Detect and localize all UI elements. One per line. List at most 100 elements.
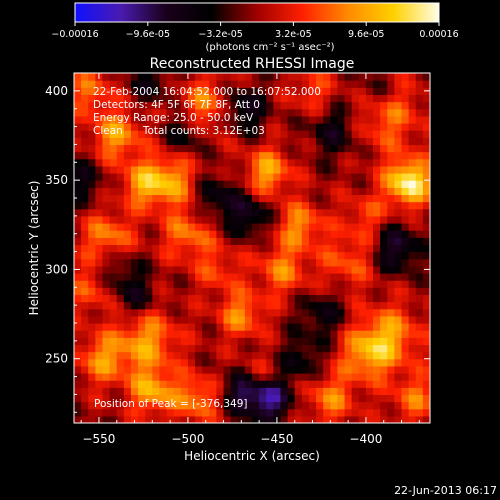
heatmap-cell (337, 265, 346, 274)
heatmap-cell (173, 151, 182, 160)
heatmap-cell (95, 151, 104, 160)
heatmap-cell (316, 258, 324, 267)
heatmap-cell (280, 415, 289, 423)
heatmap-cell (380, 408, 388, 417)
heatmap-cell (180, 237, 189, 246)
heatmap-cell (88, 108, 96, 117)
heatmap-cell (173, 330, 182, 338)
heatmap-cell (187, 287, 196, 296)
heatmap-cell (408, 187, 417, 196)
heatmap-cell (152, 323, 161, 331)
heatmap-cell (408, 208, 417, 217)
heatmap-cell (316, 394, 324, 403)
heatmap-cell (415, 115, 424, 124)
heatmap-cell (230, 208, 239, 217)
heatmap-cell (280, 358, 289, 367)
heatmap-cell (287, 158, 296, 167)
heatmap-cell (166, 101, 175, 110)
heatmap-cell (280, 387, 289, 396)
heatmap-cell (159, 344, 168, 353)
heatmap-cell (223, 344, 232, 353)
heatmap-cell (195, 273, 203, 281)
heatmap-cell (145, 301, 153, 310)
heatmap-cell (365, 251, 374, 260)
heatmap-cell (145, 151, 153, 160)
heatmap-cell (81, 330, 89, 338)
heatmap-cell (166, 180, 175, 188)
heatmap-cell (152, 301, 161, 310)
heatmap-cell (180, 380, 189, 388)
heatmap-cell (351, 380, 360, 388)
heatmap-cell (88, 273, 96, 281)
heatmap-cell (237, 387, 246, 396)
heatmap-cell (138, 344, 146, 353)
heatmap-cell (202, 201, 210, 210)
heatmap-cell (109, 415, 118, 423)
heatmap-cell (74, 130, 82, 138)
heatmap-cell (351, 308, 360, 317)
heatmap-cell (202, 344, 210, 353)
heatmap-cell (230, 108, 239, 117)
heatmap-cell (358, 251, 367, 260)
heatmap-cell (138, 223, 146, 231)
heatmap-cell (187, 237, 196, 246)
heatmap-cell (152, 80, 161, 88)
heatmap-cell (280, 223, 289, 231)
heatmap-cell (316, 344, 324, 353)
heatmap-cell (95, 108, 104, 117)
heatmap-cell (81, 294, 89, 303)
heatmap-cell (130, 80, 139, 88)
heatmap-cell (373, 237, 381, 246)
heatmap-cell (344, 323, 353, 331)
heatmap-cell (230, 187, 239, 196)
heatmap-cell (308, 237, 317, 246)
heatmap-cell (316, 287, 324, 296)
heatmap-cell (401, 230, 410, 238)
heatmap-cell (159, 394, 168, 403)
heatmap-cell (330, 194, 339, 203)
heatmap-cell (195, 173, 203, 181)
heatmap-cell (280, 294, 289, 303)
heatmap-cell (401, 215, 410, 224)
heatmap-cell (109, 144, 118, 153)
heatmap-cell (202, 223, 210, 231)
heatmap-cell (195, 137, 203, 146)
heatmap-cell (109, 173, 118, 181)
heatmap-cell (266, 237, 274, 246)
heatmap-cell (237, 408, 246, 417)
heatmap-cell (358, 315, 367, 324)
heatmap-cell (266, 115, 274, 124)
heatmap-cell (408, 308, 417, 317)
heatmap-cell (230, 144, 239, 153)
heatmap-cell (88, 344, 96, 353)
heatmap-cell (74, 365, 82, 374)
heatmap-cell (415, 301, 424, 310)
heatmap-cell (387, 223, 395, 231)
heatmap-cell (273, 315, 282, 324)
heatmap-cell (138, 215, 146, 224)
heatmap-cell (159, 158, 168, 167)
heatmap-cell (408, 173, 417, 181)
heatmap-cell (109, 244, 118, 253)
heatmap-cell (373, 401, 381, 410)
heatmap-cell (145, 208, 153, 217)
heatmap-cell (394, 387, 403, 396)
heatmap-cell (166, 137, 175, 146)
heatmap-cell (166, 237, 175, 246)
heatmap-cell (230, 294, 239, 303)
heatmap-cell (109, 265, 118, 274)
heatmap-cell (259, 80, 267, 88)
heatmap-cell (422, 173, 430, 181)
heatmap-cell (81, 344, 89, 353)
heatmap-cell (266, 137, 274, 146)
heatmap-cell (323, 351, 331, 360)
heatmap-cell (166, 87, 175, 96)
heatmap-cell (365, 123, 374, 131)
heatmap-cell (401, 244, 410, 253)
heatmap-cell (387, 251, 395, 260)
heatmap-cell (102, 73, 111, 81)
heatmap-cell (316, 215, 324, 224)
heatmap-cell (273, 158, 282, 167)
heatmap-cell (180, 301, 189, 310)
heatmap-cell (209, 180, 217, 188)
